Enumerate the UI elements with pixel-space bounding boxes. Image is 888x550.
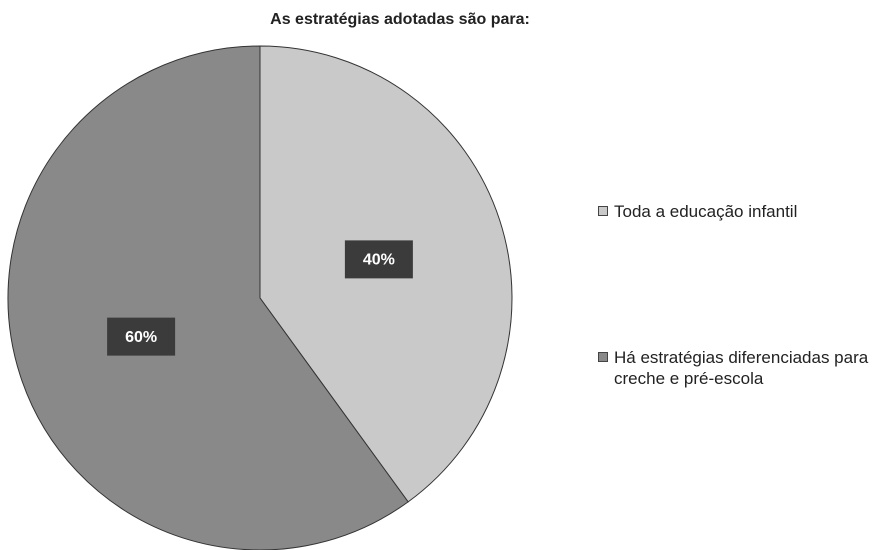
legend-item: Toda a educação infantil: [598, 201, 883, 222]
legend-label: Há estratégias diferenciadas para creche…: [614, 348, 869, 388]
data-label: 40%: [344, 240, 413, 279]
pie-slice: [7, 45, 409, 550]
legend-item: Há estratégias diferenciadas para creche…: [598, 347, 883, 389]
legend-swatch: [598, 206, 608, 216]
chart-title: As estratégias adotadas são para:: [270, 11, 530, 28]
data-label: 60%: [107, 317, 176, 356]
data-label-box: [107, 317, 176, 356]
legend-swatch: [598, 352, 608, 362]
data-label-text: 40%: [363, 252, 395, 269]
data-label-text: 60%: [125, 329, 157, 346]
legend-label: Toda a educação infantil: [614, 202, 798, 221]
data-label-box: [344, 240, 413, 279]
